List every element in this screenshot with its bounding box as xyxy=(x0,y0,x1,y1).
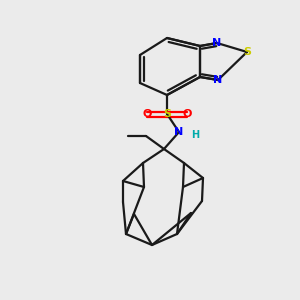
Text: S: S xyxy=(243,47,251,57)
Text: N: N xyxy=(174,127,184,137)
Text: N: N xyxy=(213,75,223,85)
Text: S: S xyxy=(163,109,171,119)
Text: N: N xyxy=(212,38,222,48)
Text: O: O xyxy=(142,109,152,119)
Text: H: H xyxy=(191,130,199,140)
Text: O: O xyxy=(182,109,192,119)
